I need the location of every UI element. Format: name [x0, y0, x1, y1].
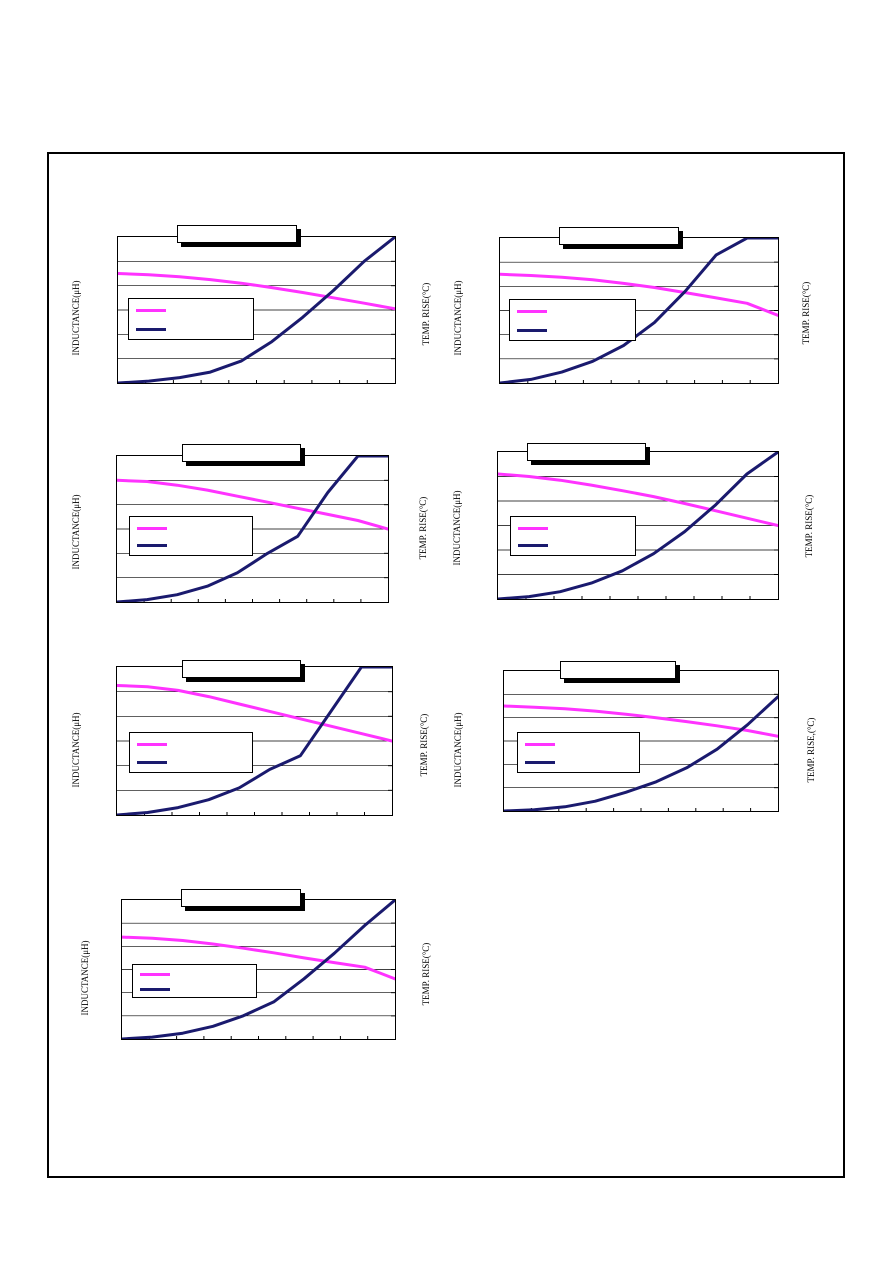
y-axis-label-right: TEMP. RISE,(°C): [806, 717, 816, 783]
chart-title-box: [182, 444, 301, 462]
y-axis-label-right: TEMP. RISE(°C): [419, 713, 429, 777]
y-axis-label-left: INDUCTANCE(μH): [453, 280, 463, 356]
legend-temp-swatch: [525, 761, 555, 764]
inductance-curve: [500, 272, 778, 317]
page-frame: [47, 152, 845, 1178]
chart-svg: [118, 237, 395, 383]
chart-svg: [117, 667, 392, 815]
y-axis-label-right: TEMP. RISE(°C): [418, 496, 428, 560]
inductance-curve: [117, 684, 392, 743]
chart-title-box: [181, 889, 301, 907]
legend-temp-swatch: [137, 761, 167, 764]
legend-inductance-swatch: [137, 527, 167, 530]
y-axis-label-left: INDUCTANCE(μH): [80, 940, 90, 1016]
y-axis-label-left: INDUCTANCE(μH): [453, 712, 463, 788]
y-axis-label-right: TEMP. RISE(°C): [421, 282, 431, 346]
chart-title-box: [527, 443, 646, 461]
y-axis-label-left: INDUCTANCE(μH): [452, 490, 462, 566]
legend-inductance-swatch: [136, 309, 166, 312]
legend-inductance-swatch: [140, 973, 170, 976]
legend-box: [509, 299, 636, 341]
y-axis-label-left: INDUCTANCE(μH): [71, 494, 81, 570]
y-axis-label-right: TEMP. RISE(°C): [804, 494, 814, 558]
temp-rise-curve: [117, 667, 392, 815]
chart-title-box: [182, 660, 301, 678]
y-axis-label-right: TEMP. RISE(°C): [801, 281, 811, 345]
chart-title-box: [559, 227, 679, 245]
legend-temp-swatch: [517, 329, 547, 332]
chart-svg: [500, 238, 778, 383]
legend-temp-swatch: [137, 544, 167, 547]
legend-temp-swatch: [140, 988, 170, 991]
inductance-curve: [498, 472, 778, 527]
temp-rise-curve: [500, 238, 778, 383]
temp-rise-curve: [117, 456, 388, 602]
legend-temp-swatch: [518, 544, 548, 547]
legend-inductance-swatch: [525, 743, 555, 746]
y-axis-label-left: INDUCTANCE(μH): [71, 712, 81, 788]
y-axis-label-right: TEMP. RISE(°C): [421, 942, 431, 1006]
chart-title-box: [560, 661, 676, 679]
legend-box: [129, 732, 253, 773]
temp-rise-curve: [498, 452, 778, 599]
chart-svg: [122, 900, 395, 1039]
legend-box: [517, 732, 640, 773]
temp-rise-curve: [504, 695, 778, 811]
y-axis-label-left: INDUCTANCE(μH): [71, 280, 81, 356]
chart-title-box: [177, 225, 297, 243]
inductance-curve: [117, 478, 388, 531]
legend-inductance-swatch: [518, 527, 548, 530]
inductance-curve: [118, 272, 395, 311]
legend-inductance-swatch: [517, 310, 547, 313]
legend-box: [510, 516, 636, 556]
legend-inductance-swatch: [137, 743, 167, 746]
temp-rise-curve: [122, 900, 395, 1039]
inductance-curve: [122, 935, 395, 981]
legend-box: [128, 298, 254, 340]
legend-box: [129, 516, 253, 556]
temp-rise-curve: [118, 237, 395, 383]
legend-temp-swatch: [136, 328, 166, 331]
inductance-curve: [504, 704, 778, 738]
legend-box: [132, 964, 257, 998]
